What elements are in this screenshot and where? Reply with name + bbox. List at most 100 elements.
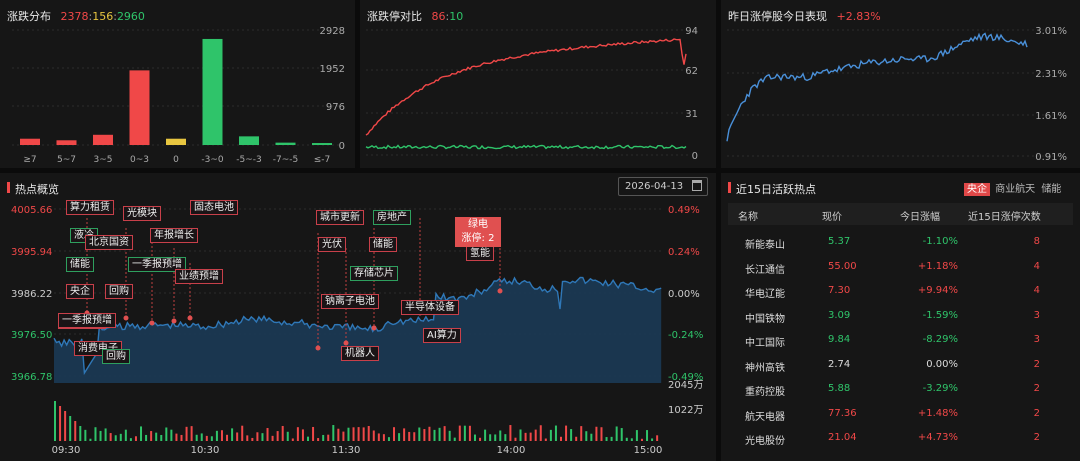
- volume-bar: [175, 433, 178, 441]
- yesterday-panel: 昨日涨停股今日表现 +2.83% 3.01% 2.31% 1.61% 0.91%: [721, 0, 1080, 168]
- concept-tag[interactable]: 储能: [66, 257, 94, 272]
- hot-title: 热点概览: [15, 183, 59, 196]
- volume-bar: [595, 426, 598, 441]
- volume-bar: [160, 434, 163, 441]
- concept-tag[interactable]: 一季报预增: [58, 313, 116, 328]
- dist-x-tick: -7~-5: [273, 155, 299, 165]
- concept-tag[interactable]: 机器人: [341, 346, 379, 361]
- time-tick: 09:30: [52, 445, 81, 456]
- concept-tag[interactable]: 年报增长: [150, 228, 198, 243]
- concept-tag[interactable]: 固态电池: [190, 200, 238, 215]
- yest-y-tick: 2.31%: [1035, 69, 1067, 80]
- volume-bar: [150, 431, 153, 441]
- tab-chuneng[interactable]: 储能: [1041, 184, 1062, 195]
- stock-name: 重药控股: [745, 387, 785, 398]
- volume-bar: [600, 427, 603, 441]
- volume-bar: [620, 428, 623, 441]
- title-accent-2: [728, 182, 731, 193]
- concept-tag[interactable]: 北京国资: [85, 235, 133, 250]
- volume-bar: [635, 430, 638, 441]
- volume-bar: [79, 426, 82, 441]
- tab-yangqi[interactable]: 央企: [964, 183, 990, 196]
- volume-bar: [357, 427, 360, 441]
- callout-box[interactable]: 绿电 涨停: 2: [455, 217, 501, 247]
- concept-tag[interactable]: 氢能: [466, 246, 494, 261]
- table-row[interactable]: 神州高铁 2.74 0.00% 2: [728, 355, 1073, 377]
- volume-bar: [69, 416, 72, 441]
- y-right-tick: -0.24%: [668, 330, 703, 341]
- stock-price: 2.74: [828, 358, 851, 370]
- tag-dot: [149, 320, 155, 326]
- limit-count: 4: [1033, 260, 1040, 272]
- table-row[interactable]: 华电辽能 7.30 +9.94% 4: [728, 281, 1073, 303]
- stock-name: 新能泰山: [745, 240, 785, 251]
- date-picker[interactable]: 2026-04-13: [618, 177, 708, 196]
- stock-price: 9.84: [828, 334, 851, 345]
- volume-bar: [291, 438, 294, 441]
- table-row[interactable]: 中国铁物 3.09 -1.59% 3: [728, 306, 1073, 328]
- stock-change: -8.29%: [922, 334, 958, 345]
- volume-bar: [296, 427, 299, 441]
- col-change: 今日涨幅: [900, 212, 940, 223]
- concept-tag[interactable]: 房地产: [373, 210, 411, 225]
- volume-bar: [261, 433, 264, 441]
- tab-shangye-hangtian[interactable]: 商业航天: [995, 184, 1036, 195]
- volume-bar: [539, 425, 542, 441]
- concept-tag[interactable]: 城市更新: [316, 210, 364, 225]
- volume-bar: [387, 437, 390, 441]
- concept-tag[interactable]: 央企: [66, 284, 94, 299]
- tag-dot: [343, 340, 349, 346]
- volume-bar: [651, 438, 654, 441]
- volume-bar: [89, 438, 92, 441]
- table-row[interactable]: 长江通信 55.00 +1.18% 4: [728, 257, 1073, 279]
- time-tick: 10:30: [191, 445, 220, 456]
- limit-title: 涨跌停对比 86:10: [367, 10, 464, 23]
- volume-bar: [271, 435, 274, 441]
- concept-tag[interactable]: 储能: [369, 237, 397, 252]
- volume-bar: [372, 430, 375, 441]
- stock-price: 55.00: [828, 260, 857, 272]
- concept-tag[interactable]: 光伏: [318, 237, 346, 252]
- yest-title: 昨日涨停股今日表现 +2.83%: [728, 8, 881, 24]
- volume-bar: [524, 432, 527, 441]
- table-row[interactable]: 航天电器 77.36 +1.48% 2: [728, 404, 1073, 426]
- table-row[interactable]: 光电股份 21.04 +4.73% 2: [728, 428, 1073, 450]
- table-row[interactable]: 重药控股 5.88 -3.29% 2: [728, 379, 1073, 401]
- concept-tag[interactable]: 回购: [102, 349, 130, 364]
- table-row[interactable]: 中工国际 9.84 -8.29% 3: [728, 330, 1073, 352]
- limit-count: 3: [1033, 334, 1040, 345]
- concept-tag[interactable]: 钠离子电池: [321, 294, 379, 309]
- volume-bar: [418, 427, 421, 441]
- volume-bar: [256, 432, 259, 441]
- concept-tag[interactable]: 算力租赁: [66, 200, 114, 215]
- tag-dot: [315, 345, 321, 351]
- volume-bar: [489, 434, 492, 441]
- col-name: 名称: [738, 212, 758, 223]
- concept-tag[interactable]: 回购: [105, 284, 133, 299]
- volume-bar: [585, 431, 588, 441]
- price-line: [53, 276, 662, 376]
- concept-tag[interactable]: 业绩预增: [175, 269, 223, 284]
- limit-count: 2: [1033, 358, 1040, 370]
- stock-change: +4.73%: [917, 432, 958, 443]
- stock-price: 5.37: [828, 236, 851, 247]
- dist-x-tick: 3~5: [94, 155, 113, 165]
- volume-bar: [129, 438, 132, 441]
- concept-tag[interactable]: 半导体设备: [401, 300, 459, 315]
- concept-tag[interactable]: 光模块: [123, 206, 161, 221]
- concept-tag[interactable]: AI算力: [423, 328, 461, 343]
- concept-tag[interactable]: 存储芯片: [350, 266, 398, 281]
- volume-bar: [580, 426, 583, 441]
- volume-bar: [443, 426, 446, 441]
- time-tick: 11:30: [332, 445, 361, 456]
- tag-dot: [187, 315, 193, 321]
- volume-bar: [625, 437, 628, 441]
- limit-down-line: [365, 144, 687, 150]
- limit-count: 4: [1033, 285, 1040, 296]
- concept-tag[interactable]: 一季报预增: [128, 257, 186, 272]
- volume-bar: [124, 429, 127, 441]
- volume-bar: [504, 434, 507, 441]
- table-row[interactable]: 新能泰山 5.37 -1.10% 8: [728, 232, 1073, 254]
- dist-y-tick: 1952: [320, 64, 345, 75]
- volume-bar: [99, 430, 102, 441]
